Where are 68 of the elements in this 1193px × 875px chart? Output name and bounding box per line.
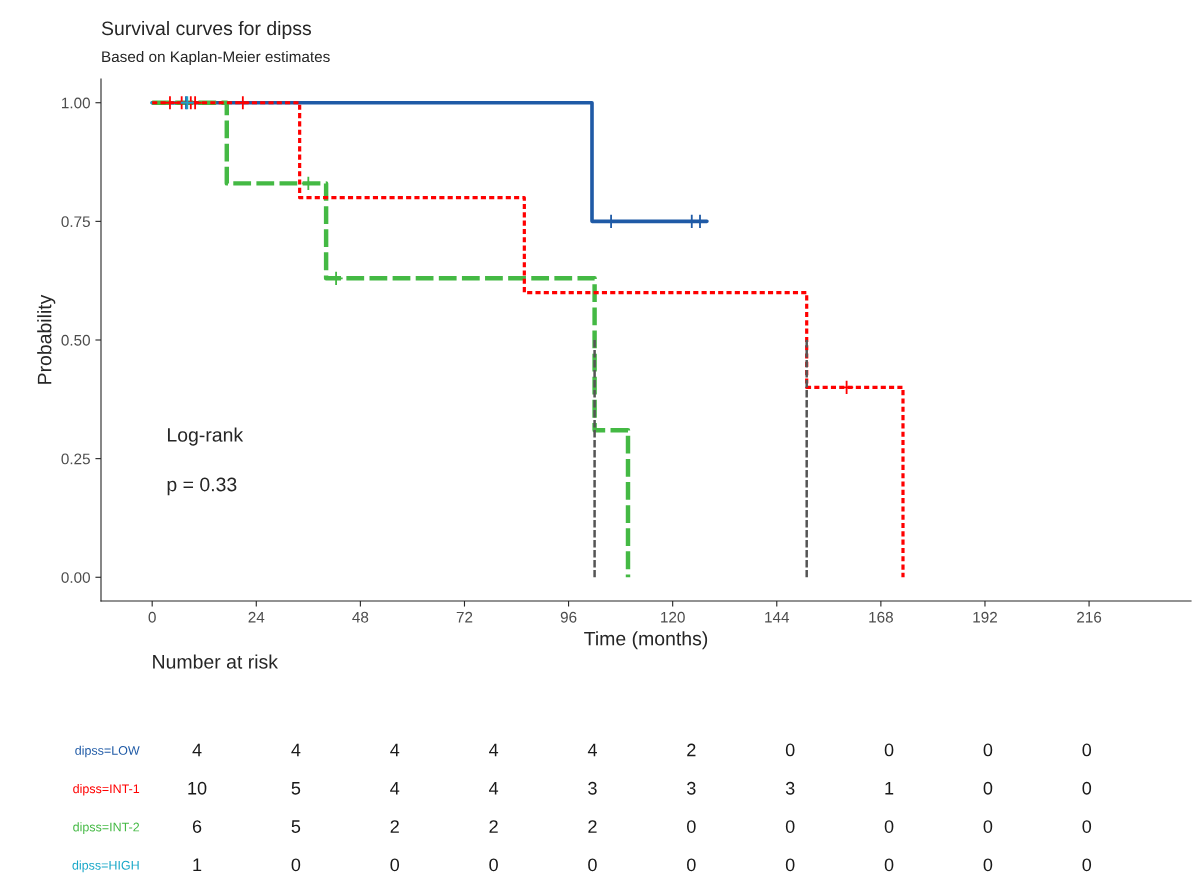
chart-title: Survival curves for dipss xyxy=(101,20,312,40)
text: 4 xyxy=(390,743,400,757)
text: 4 xyxy=(390,782,400,795)
text: 0 xyxy=(1082,743,1092,757)
text: 5 xyxy=(291,782,301,795)
text: 0 xyxy=(687,820,696,833)
text: 6 xyxy=(192,820,202,833)
text: 0 xyxy=(291,858,301,872)
x-tick-label: 96 xyxy=(560,611,577,623)
text: 4 xyxy=(291,743,301,757)
text: 1 xyxy=(885,782,894,795)
x-tick-label: 72 xyxy=(456,611,473,623)
x-tick-label: 0 xyxy=(148,611,156,623)
y-axis-title: Probability xyxy=(37,294,56,384)
text: 0 xyxy=(983,858,993,872)
text: 2 xyxy=(588,820,597,833)
text: 3 xyxy=(588,781,597,795)
x-tick-label: 192 xyxy=(973,611,997,623)
category-label: dipss=LOW xyxy=(75,745,140,758)
text: 0 xyxy=(884,743,894,757)
x-tick-label: 144 xyxy=(765,611,790,623)
y-tick-label: 1.00 xyxy=(62,97,90,109)
text: 0 xyxy=(390,858,400,872)
text: 0 xyxy=(1082,781,1092,795)
x-tick-label: 48 xyxy=(352,611,369,623)
text: 0 xyxy=(1082,820,1092,833)
text: 0 xyxy=(983,781,993,795)
text: 0 xyxy=(884,858,894,872)
text: 3 xyxy=(687,781,696,795)
text: 4 xyxy=(587,743,597,757)
text: 2 xyxy=(390,820,399,833)
text: 2 xyxy=(687,743,696,757)
y-tick-label: 0.25 xyxy=(61,453,90,465)
text: Number at risk xyxy=(153,654,278,669)
annotation: Log-rank xyxy=(168,427,244,446)
category-label: dipss=HIGH xyxy=(72,860,139,873)
text: 0 xyxy=(489,858,498,872)
text: 0 xyxy=(785,743,795,757)
x-tick-label: 24 xyxy=(248,611,265,623)
chart-subtitle: Based on Kaplan-Meier estimates xyxy=(102,50,330,66)
text: 0 xyxy=(785,858,795,872)
y-tick-label: 0.50 xyxy=(61,334,90,346)
text: 0 xyxy=(687,858,696,872)
text: 2 xyxy=(489,820,498,833)
x-tick-label: 120 xyxy=(661,611,685,623)
text: 10 xyxy=(188,781,207,795)
text: 4 xyxy=(192,743,202,757)
text: 3 xyxy=(785,781,795,795)
x-tick-label: 168 xyxy=(869,611,893,623)
text: 5 xyxy=(291,820,301,833)
category-label: dipss=INT-1 xyxy=(73,783,140,796)
text: 0 xyxy=(884,820,894,833)
text: 4 xyxy=(489,743,499,757)
x-axis-title: Time (months) xyxy=(584,631,708,650)
text: 0 xyxy=(983,743,993,757)
text: 0 xyxy=(785,820,795,833)
text: 1 xyxy=(193,858,202,872)
point xyxy=(235,95,251,111)
y-tick-label: 0.75 xyxy=(61,216,90,228)
y-tick-label: 0.00 xyxy=(61,572,90,583)
text: 0 xyxy=(1082,858,1092,872)
category-label: dipss=INT-2 xyxy=(73,822,140,834)
point xyxy=(162,95,178,111)
annotation: p = 0.33 xyxy=(167,477,237,496)
text: 0 xyxy=(983,820,993,833)
text: 4 xyxy=(489,782,499,795)
text: 0 xyxy=(588,858,597,872)
x-tick-label: 216 xyxy=(1077,611,1102,623)
